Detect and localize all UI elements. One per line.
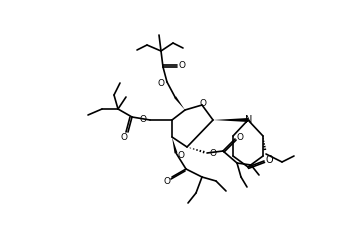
Text: O: O xyxy=(199,100,207,108)
Text: O: O xyxy=(265,155,273,165)
Text: O: O xyxy=(120,134,127,142)
Polygon shape xyxy=(174,96,185,110)
Polygon shape xyxy=(172,137,178,153)
Text: O: O xyxy=(237,133,244,141)
Text: O: O xyxy=(140,115,147,125)
Text: N: N xyxy=(245,115,253,125)
Text: O: O xyxy=(163,178,170,187)
Polygon shape xyxy=(213,118,248,122)
Text: O: O xyxy=(210,149,217,159)
Text: O: O xyxy=(178,150,185,160)
Text: O: O xyxy=(179,61,185,71)
Text: O: O xyxy=(157,79,164,87)
